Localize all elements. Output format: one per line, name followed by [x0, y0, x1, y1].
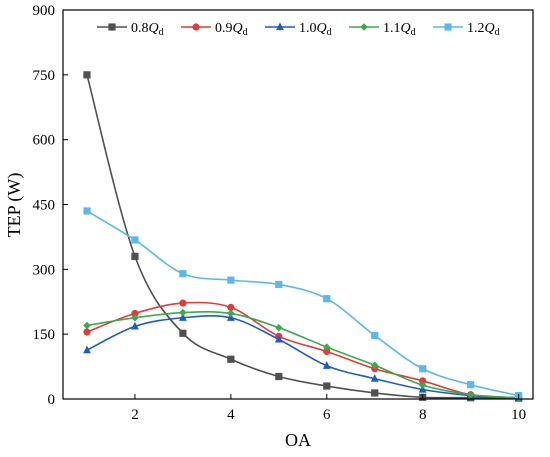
- plot-frame: [62, 9, 534, 400]
- data-point: [83, 71, 91, 79]
- y-tick-label: 600: [33, 133, 56, 149]
- legend-marker: [108, 23, 116, 31]
- series-line: [86, 301, 519, 399]
- data-point: [323, 295, 331, 303]
- legend-marker: [360, 23, 368, 31]
- data-point: [179, 308, 187, 317]
- data-point: [131, 313, 139, 322]
- legend-marker: [276, 22, 284, 31]
- legend-item: 1.0Qd: [265, 21, 332, 38]
- series-line: [86, 74, 519, 399]
- y-tick-label: 900: [33, 3, 56, 19]
- y-tick-label: 150: [33, 327, 56, 343]
- x-tick-label: 4: [227, 407, 235, 423]
- data-point: [131, 252, 139, 260]
- legend-marker: [444, 23, 452, 31]
- data-point: [419, 365, 427, 373]
- y-axis-title: TEP (W): [4, 173, 25, 238]
- data-point: [179, 313, 187, 321]
- data-point: [274, 334, 283, 343]
- x-tick-label: 2: [131, 407, 139, 423]
- y-tick-label: 450: [33, 198, 56, 214]
- data-point: [275, 323, 283, 332]
- data-point: [275, 372, 283, 381]
- data-point: [275, 280, 283, 289]
- series-0.8-group: [83, 71, 523, 402]
- data-point: [323, 382, 331, 390]
- data-point: [227, 309, 235, 318]
- series-line: [86, 310, 519, 399]
- data-point: [227, 355, 235, 363]
- axes-layer: 2 4 6 8 10 0 150 300 450 600 750 900: [33, 3, 527, 423]
- x-axis-title: OA: [285, 430, 311, 450]
- x-tick-label: 6: [323, 407, 331, 423]
- data-point: [322, 361, 331, 369]
- data-point: [131, 321, 139, 330]
- series-line: [86, 210, 519, 397]
- series-line: [86, 314, 519, 399]
- legend-marker: [192, 23, 200, 31]
- series-1.0-group: [83, 313, 523, 401]
- y-tick-label: 750: [33, 68, 56, 84]
- data-point: [466, 390, 475, 399]
- legend-label: 0.9Qd: [215, 21, 248, 38]
- series-layer: [83, 71, 523, 402]
- legend-label: 1.1Qd: [383, 21, 416, 38]
- legend-item: 1.1Qd: [349, 21, 416, 38]
- legend-item: 1.2Qd: [433, 21, 500, 38]
- data-point: [467, 381, 475, 389]
- data-point: [371, 389, 379, 397]
- data-point: [227, 276, 235, 284]
- data-point: [83, 207, 91, 215]
- series-1.1-group: [83, 308, 523, 402]
- legend-label: 1.2Qd: [467, 21, 500, 38]
- data-point: [370, 361, 379, 370]
- data-point: [83, 328, 91, 336]
- legend-label: 1.0Qd: [299, 21, 332, 38]
- x-tick-label: 8: [419, 407, 427, 423]
- data-point: [131, 236, 139, 244]
- data-point: [227, 303, 235, 311]
- legend-item: 0.8Qd: [97, 21, 164, 38]
- y-tick-label: 300: [33, 262, 56, 278]
- data-point: [227, 313, 235, 321]
- data-point: [371, 331, 379, 340]
- data-point: [323, 343, 331, 351]
- data-point: [418, 381, 427, 389]
- y-tick-label: 0: [48, 392, 56, 408]
- series-0.9-group: [83, 299, 523, 402]
- legend-label: 0.8Qd: [131, 21, 164, 38]
- series-1.2-group: [83, 207, 523, 400]
- data-point: [83, 321, 91, 330]
- legend: 0.8Qd 0.9Qd 1.0Qd 1.1Qd 1.2Qd: [97, 21, 500, 38]
- x-tick-label: 10: [511, 407, 526, 423]
- data-point: [83, 345, 91, 354]
- data-point: [370, 374, 379, 382]
- legend-item: 0.9Qd: [181, 21, 248, 38]
- data-point: [179, 329, 187, 337]
- data-point: [418, 384, 427, 393]
- data-point: [179, 270, 187, 278]
- data-point: [179, 299, 187, 307]
